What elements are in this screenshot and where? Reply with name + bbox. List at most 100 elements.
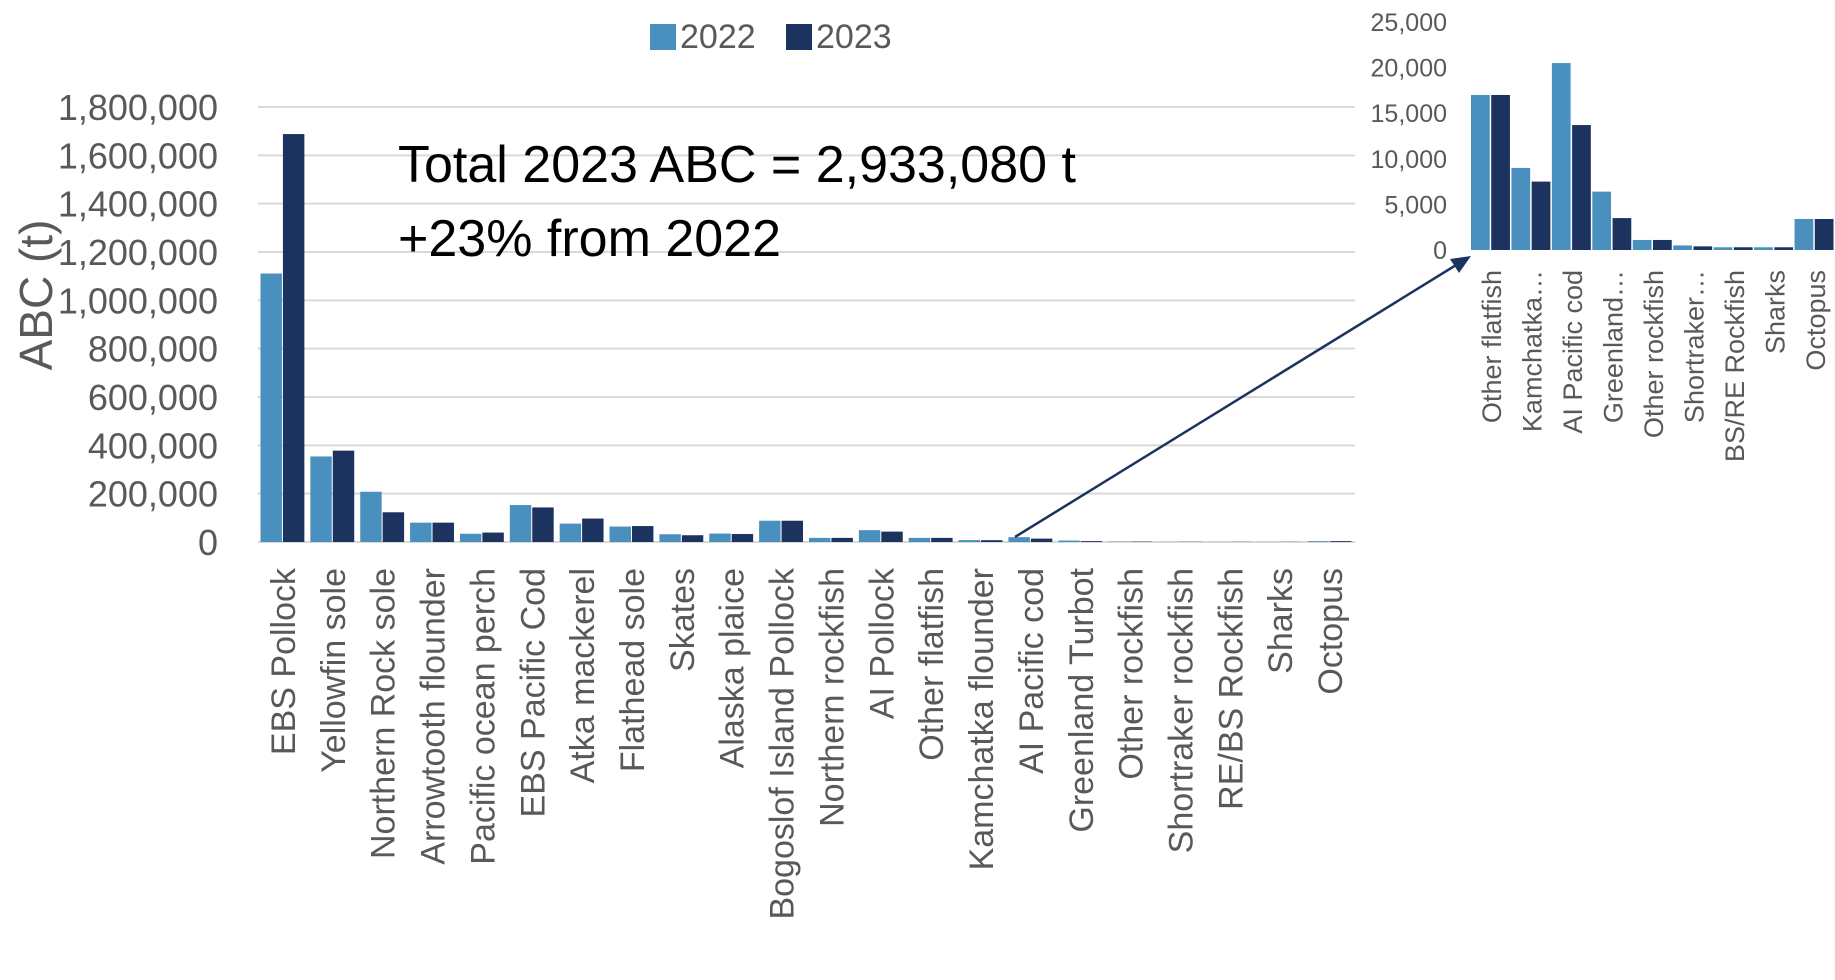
inset-bar-2023-shortraker: [1693, 246, 1713, 250]
inset-bar-2023-greenland: [1612, 218, 1632, 250]
y-axis-label: ABC (t): [10, 220, 62, 371]
inset-bar-2022-shortraker: [1673, 245, 1692, 250]
bar-2022-ebs-pacific-cod: [509, 505, 532, 542]
main-y-tick-label: 0: [198, 522, 218, 563]
inset-bars: [1471, 63, 1834, 251]
main-x-tick-labels: EBS Pollock Yellowfin sole Northern Rock s…: [265, 567, 1350, 920]
legend-swatch-2022: [650, 24, 676, 50]
bar-2023-atka-mackerel: [582, 518, 604, 542]
legend-label-2022: 2022: [680, 18, 756, 56]
bar-2023-yellowfin-sole: [332, 450, 355, 542]
main-y-tick-label: 1,400,000: [58, 184, 218, 225]
inset-bar-2022-octopus: [1794, 218, 1814, 250]
bar-2022-pacific-ocean-perch: [459, 533, 482, 542]
bar-2023-skates: [681, 535, 704, 542]
main-y-tick-label: 1,600,000: [58, 135, 218, 176]
inset-x-tick-label: AI Pacific cod: [1558, 270, 1588, 434]
main-x-tick-label: RE/BS Rockfish: [1212, 568, 1250, 810]
inset-bar-2022-bs-re-rockfish: [1713, 247, 1733, 250]
inset-y-tick-label: 0: [1433, 237, 1447, 265]
bar-2023-greenland-turbot: [1080, 541, 1103, 542]
legend-swatch-2023: [786, 24, 812, 50]
main-x-tick-label: Kamchatka flounder: [963, 568, 1001, 870]
annotation-total-line: Total 2023 ABC = 2,933,080 t: [398, 136, 1077, 194]
main-x-tick-label: Arrowtooth flounder: [415, 568, 453, 865]
inset-y-tick-label: 20,000: [1371, 55, 1447, 83]
inset-y-tick-label: 10,000: [1371, 146, 1447, 174]
inset-x-tick-label: Greenland…: [1599, 270, 1629, 423]
inset-y-tick-label: 5,000: [1384, 191, 1447, 219]
bar-2022-greenland-turbot: [1058, 540, 1080, 542]
main-y-tick-label: 1,200,000: [58, 232, 218, 273]
main-x-tick-label: AI Pacific cod: [1013, 568, 1051, 774]
inset-x-tick-label: Other flatfish: [1477, 270, 1507, 423]
bar-2022-ai-pacific-cod: [1008, 537, 1030, 542]
main-y-tick-label: 1,000,000: [58, 280, 218, 321]
main-y-tick-labels: 0 200,000 400,000 600,000 800,000 1,000,000 1,…: [58, 87, 218, 563]
inset-bar-2022-ai-pacific-cod: [1551, 63, 1571, 250]
bar-2022-other-flatfish: [908, 537, 931, 542]
inset-bar-2022-other-rockfish: [1632, 239, 1652, 250]
main-gridlines: [258, 106, 1355, 543]
bar-2022-northern-rockfish: [808, 537, 831, 542]
main-x-tick-label: Atka mackerel: [564, 568, 602, 783]
bar-2022-flathead-sole: [609, 526, 631, 542]
bar-2023-pacific-ocean-perch: [482, 532, 504, 542]
main-x-tick-label: Greenland Turbot: [1063, 567, 1101, 832]
bar-2022-ai-pollock: [858, 530, 881, 542]
bar-2023-kamchatka-flounder: [981, 540, 1003, 542]
main-x-tick-label: Alaska plaice: [714, 568, 752, 768]
bar-2022-octopus: [1307, 541, 1330, 542]
inset-bar-2022-greenland: [1592, 191, 1612, 250]
inset-bar-2022-other-flatfish: [1471, 94, 1490, 251]
inset-x-tick-label: Shortraker…: [1679, 270, 1709, 423]
inset-bar-2023-sharks: [1774, 247, 1794, 250]
bar-2022-yellowfin-sole: [310, 456, 332, 542]
main-y-tick-label: 800,000: [88, 329, 218, 370]
bar-2023-bogoslof-island-pollock: [781, 520, 804, 542]
bar-2023-northern-rock-sole: [382, 512, 405, 542]
bar-2023-ai-pacific-cod: [1030, 538, 1053, 542]
inset-x-tick-label: Octopus: [1801, 270, 1831, 371]
inset-bar-2023-bs-re-rockfish: [1733, 247, 1753, 250]
inset-x-tick-label: Kamchatka…: [1518, 270, 1548, 432]
bar-2022-kamchatka-flounder: [958, 540, 981, 542]
main-y-tick-label: 400,000: [88, 425, 218, 466]
total-abc-annotation: Total 2023 ABC = 2,933,080 t +23% from 2…: [398, 136, 1077, 268]
bar-2022-northern-rock-sole: [360, 491, 382, 542]
bar-2022-arrowtooth-flounder: [410, 522, 432, 542]
bar-2023-ebs-pollock: [282, 134, 305, 543]
main-x-tick-label: Pacific ocean perch: [464, 568, 502, 865]
main-x-tick-label: Other rockfish: [1113, 568, 1151, 780]
legend-label-2023: 2023: [816, 18, 892, 56]
inset-bar-2022-kamchatka: [1511, 167, 1531, 250]
annotation-change-line: +23% from 2022: [398, 210, 781, 268]
main-x-tick-label: Bogoslof Island Pollock: [764, 567, 802, 920]
bar-2022-skates: [659, 534, 681, 542]
bar-2023-arrowtooth-flounder: [432, 522, 454, 542]
inset-x-tick-label: Sharks: [1760, 270, 1790, 354]
bar-2023-ebs-pacific-cod: [532, 507, 554, 542]
bar-2022-ebs-pollock: [260, 273, 282, 542]
main-x-tick-label: Shortraker rockfish: [1162, 568, 1200, 853]
main-bars: [260, 134, 1352, 543]
inset-bar-2023-other-flatfish: [1491, 94, 1510, 251]
inset-bar-2023-ai-pacific-cod: [1572, 125, 1591, 250]
bar-2023-alaska-plaice: [731, 534, 754, 542]
legend: 2022 2023: [650, 18, 892, 56]
bar-2022-atka-mackerel: [559, 523, 582, 542]
main-x-tick-label: EBS Pacific Cod: [514, 568, 552, 817]
main-x-tick-label: Yellowfin sole: [315, 568, 353, 773]
main-x-tick-label: AI Pollock: [863, 567, 901, 719]
main-x-tick-label: Northern rockfish: [813, 568, 851, 827]
main-x-tick-label: Northern Rock sole: [365, 568, 403, 859]
main-y-tick-label: 200,000: [88, 474, 218, 515]
main-y-tick-label: 1,800,000: [58, 87, 218, 128]
main-x-tick-label: EBS Pollock: [265, 567, 303, 755]
main-y-tick-label: 600,000: [88, 377, 218, 418]
arrow-head: [1450, 256, 1471, 273]
bar-2023-flathead-sole: [631, 526, 654, 542]
main-x-tick-label: Flathead sole: [614, 568, 652, 772]
bar-2022-bogoslof-island-pollock: [759, 520, 781, 542]
